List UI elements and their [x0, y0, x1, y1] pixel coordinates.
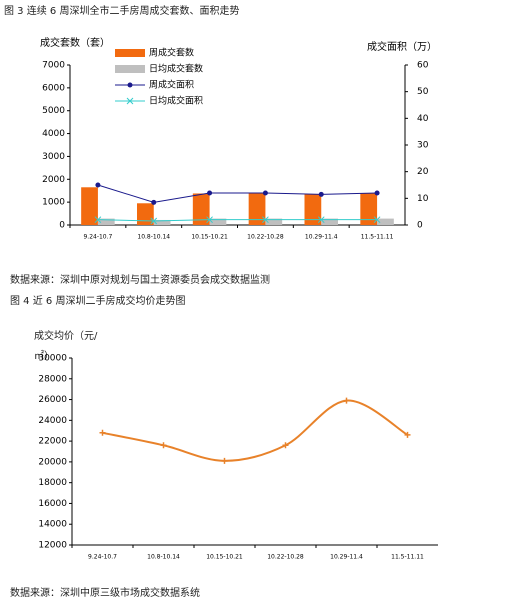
y-tick-label: 7000 [42, 61, 65, 71]
line [97, 184, 378, 203]
x-tick-label: 9.24-10.7 [83, 234, 112, 241]
x-tick-label: 10.29-11.4 [330, 554, 363, 561]
y-tick-label: 1000 [42, 198, 65, 208]
bar [377, 218, 394, 225]
marker [282, 442, 289, 449]
legend-swatch [126, 97, 134, 105]
marker [151, 199, 157, 205]
axis-title: 成交套数（套） [40, 36, 110, 49]
legend-swatch [127, 82, 133, 88]
legend-label: 周成交面积 [149, 79, 194, 91]
y-tick-label: 26000 [38, 395, 67, 405]
y2-tick-label: 10 [417, 194, 429, 204]
legend-label: 日均成交套数 [149, 63, 203, 75]
bar [360, 193, 378, 225]
bar [81, 187, 98, 225]
legend-label: 日均成交面积 [149, 95, 203, 107]
marker [94, 216, 102, 224]
marker [150, 217, 158, 225]
marker [221, 457, 228, 464]
marker [160, 442, 167, 449]
y2-tick-label: 50 [417, 87, 429, 97]
source: 数据来源：深圳中原对规划与国土资源委员会成交数据监测 [10, 275, 270, 286]
marker [317, 216, 325, 224]
line [102, 399, 409, 462]
x-tick-label: 11.5-11.11 [361, 234, 394, 241]
legend-label: 周成交套数 [149, 47, 194, 59]
bar [153, 219, 171, 225]
marker [262, 190, 268, 196]
y-tick-label: 12000 [38, 541, 67, 551]
y-tick-label: 16000 [38, 499, 67, 509]
y2-tick-label: 60 [417, 61, 429, 71]
bar [248, 193, 266, 225]
marker [404, 431, 411, 438]
axis-title: 成交面积（万） [367, 40, 437, 53]
y2-tick-label: 30 [417, 141, 429, 151]
bar [137, 203, 154, 225]
x-tick-label: 10.8-10.14 [147, 554, 180, 561]
y-tick-label: 24000 [38, 416, 67, 426]
legend-swatch [115, 65, 145, 73]
bar [209, 218, 227, 225]
source: 数据来源：深圳中原三级市场成交数据系统 [10, 588, 200, 599]
y-tick-label: 30000 [38, 354, 67, 364]
bar [321, 218, 338, 225]
marker [374, 190, 380, 196]
y-tick-label: 0 [59, 221, 65, 231]
x-tick-label: 11.5-11.11 [391, 554, 424, 561]
x-tick-label: 10.22-10.28 [247, 234, 284, 241]
y-tick-label: 5000 [42, 106, 65, 116]
x-tick-label: 10.22-10.28 [267, 554, 304, 561]
marker [343, 397, 350, 404]
y-tick-label: 14000 [38, 520, 67, 530]
marker [318, 191, 324, 197]
y-tick-label: 28000 [38, 374, 67, 384]
y2-tick-label: 20 [417, 167, 429, 177]
bar [265, 218, 283, 225]
y-tick-label: 18000 [38, 478, 67, 488]
x-tick-label: 10.15-10.21 [191, 234, 228, 241]
marker [262, 216, 269, 224]
bar [97, 218, 115, 225]
marker [95, 182, 101, 188]
bar [304, 194, 322, 225]
marker [207, 190, 213, 196]
y-tick-label: 22000 [38, 437, 67, 447]
y-tick-label: 3000 [42, 152, 65, 162]
bar [192, 193, 210, 225]
caption: 图 3 连续 6 周深圳全市二手房周成交套数、面积走势 [4, 6, 240, 17]
marker [373, 216, 381, 224]
line [97, 219, 378, 222]
caption: 图 4 近 6 周深圳二手房成交均价走势图 [10, 296, 186, 307]
x-tick-label: 10.8-10.14 [137, 234, 170, 241]
x-tick-label: 10.29-11.4 [305, 234, 338, 241]
y-tick-label: 20000 [38, 457, 67, 467]
y-tick-label: 6000 [42, 83, 65, 93]
marker [206, 216, 213, 224]
x-tick-label: 9.24-10.7 [88, 554, 117, 561]
legend-swatch [115, 49, 145, 57]
y-tick-label: 2000 [42, 175, 65, 185]
y2-tick-label: 0 [417, 221, 423, 231]
x-tick-label: 10.15-10.21 [206, 554, 243, 561]
axis-title: 成交均价（元/㎡） [34, 331, 98, 362]
y2-tick-label: 40 [417, 114, 429, 124]
marker [99, 429, 106, 436]
y-tick-label: 4000 [42, 129, 65, 139]
